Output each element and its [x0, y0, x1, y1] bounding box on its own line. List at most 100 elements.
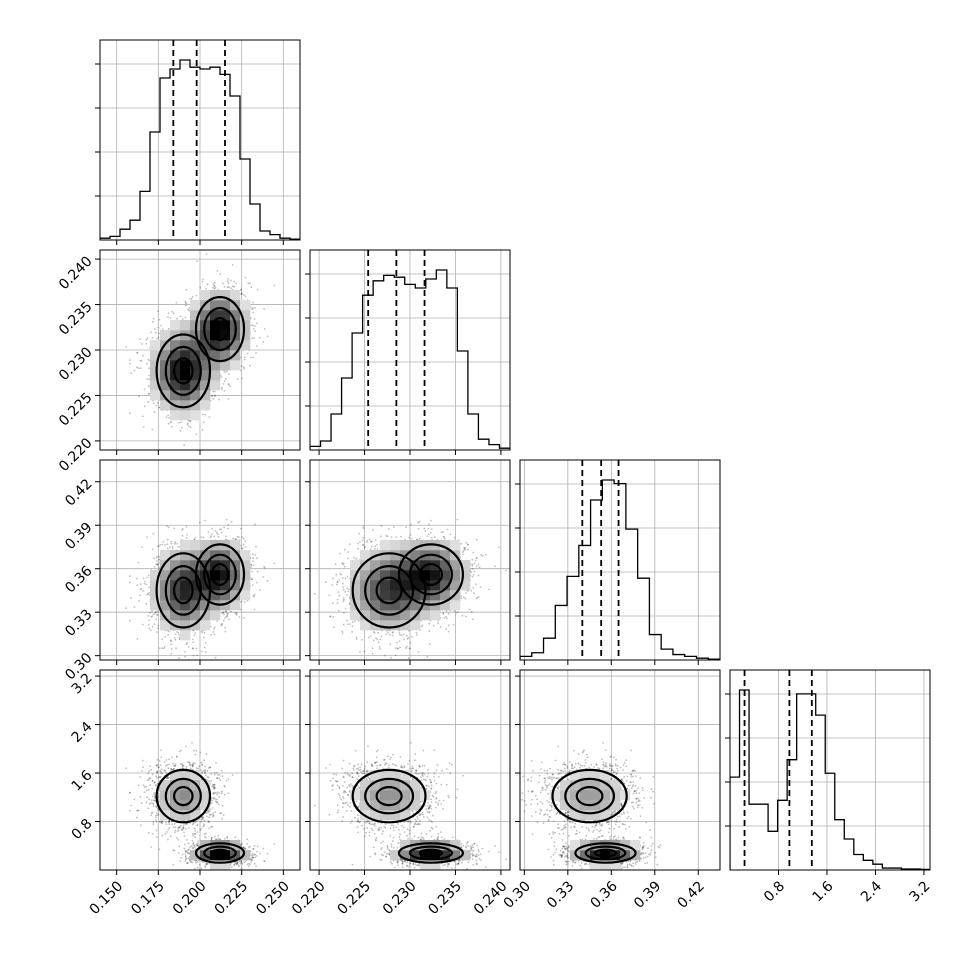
sample-point: [155, 618, 158, 621]
density-cell: [190, 370, 201, 381]
density-cell: [160, 350, 171, 361]
sample-point: [211, 533, 213, 536]
sample-point: [240, 547, 243, 549]
sample-point: [171, 547, 174, 550]
sample-point: [142, 590, 145, 592]
sample-point: [186, 534, 188, 536]
sample-point: [262, 341, 265, 343]
sample-point: [212, 631, 215, 633]
sample-point: [202, 421, 205, 424]
density-cell: [170, 410, 181, 421]
sample-point: [191, 647, 194, 649]
sample-point: [240, 288, 243, 291]
sample-point: [128, 619, 131, 622]
sample-point: [221, 612, 224, 615]
sample-point: [191, 638, 194, 641]
density-cell: [240, 310, 251, 321]
contour-line: [194, 296, 246, 363]
density-cell: [200, 370, 211, 381]
sample-point: [205, 253, 208, 255]
sample-point: [266, 335, 269, 338]
density-cell: [220, 300, 231, 311]
sample-point: [148, 359, 151, 362]
sample-point: [252, 594, 255, 597]
sample-point: [146, 378, 149, 380]
sample-point: [184, 666, 186, 668]
sample-point: [210, 633, 213, 636]
density-cell: [190, 340, 201, 351]
sample-point: [224, 371, 226, 374]
sample-point: [253, 593, 256, 596]
density-cell: [210, 300, 221, 311]
sample-point: [145, 602, 148, 605]
sample-point: [186, 641, 189, 644]
sample-point: [212, 283, 215, 285]
sample-point: [223, 390, 226, 392]
sample-point: [237, 536, 240, 538]
sample-point: [213, 287, 216, 290]
sample-point: [240, 600, 242, 603]
sample-point: [157, 610, 159, 613]
sample-point: [251, 584, 254, 586]
sample-point: [142, 354, 145, 357]
sample-point: [213, 628, 215, 630]
sample-point: [167, 312, 170, 315]
sample-point: [252, 307, 254, 310]
sample-point: [171, 310, 174, 313]
sample-point: [225, 535, 227, 538]
sample-point: [167, 327, 170, 330]
density-cell: [180, 340, 191, 351]
density-cell: [180, 360, 191, 371]
sample-point: [183, 444, 186, 447]
sample-point: [142, 577, 145, 580]
histogram-1: [310, 269, 510, 450]
sample-point: [212, 286, 214, 289]
sample-point: [168, 416, 170, 419]
sample-point: [201, 429, 204, 431]
sample-point: [186, 423, 189, 426]
sample-point: [249, 282, 251, 285]
sample-point: [210, 625, 212, 628]
sample-point: [174, 542, 176, 545]
sample-point: [213, 284, 216, 287]
sample-point: [220, 528, 223, 530]
sample-point: [170, 648, 173, 650]
sample-point: [193, 538, 196, 541]
density-cell: [190, 380, 201, 391]
sample-point: [225, 610, 228, 613]
sample-point: [153, 411, 156, 413]
sample-point: [201, 413, 204, 416]
sample-point: [150, 331, 152, 334]
sample-point: [252, 328, 255, 330]
sample-point: [152, 532, 155, 535]
sample-point: [155, 611, 157, 614]
sample-point: [193, 634, 196, 637]
sample-point: [148, 378, 151, 381]
panel-frame: [99, 249, 301, 451]
sample-point: [222, 282, 224, 285]
sample-point: [178, 421, 181, 424]
sample-point: [129, 575, 131, 577]
sample-point: [178, 636, 181, 639]
sample-point: [157, 563, 159, 566]
sample-point: [181, 534, 184, 537]
sample-point: [240, 293, 243, 295]
sample-point: [263, 308, 265, 310]
sample-point: [174, 541, 177, 544]
contour-line: [155, 333, 212, 409]
sample-point: [157, 326, 160, 329]
sample-point: [250, 566, 252, 569]
sample-point: [168, 630, 170, 633]
sample-point: [148, 627, 151, 630]
contour-line: [203, 307, 237, 352]
sample-point: [156, 563, 159, 565]
sample-point: [145, 342, 148, 345]
sample-point: [155, 613, 158, 616]
sample-point: [228, 373, 230, 375]
sample-point: [151, 428, 154, 431]
sample-point: [253, 318, 256, 320]
sample-point: [157, 336, 160, 338]
sample-point: [233, 280, 236, 283]
sample-point: [149, 611, 152, 614]
sample-point: [234, 611, 237, 614]
